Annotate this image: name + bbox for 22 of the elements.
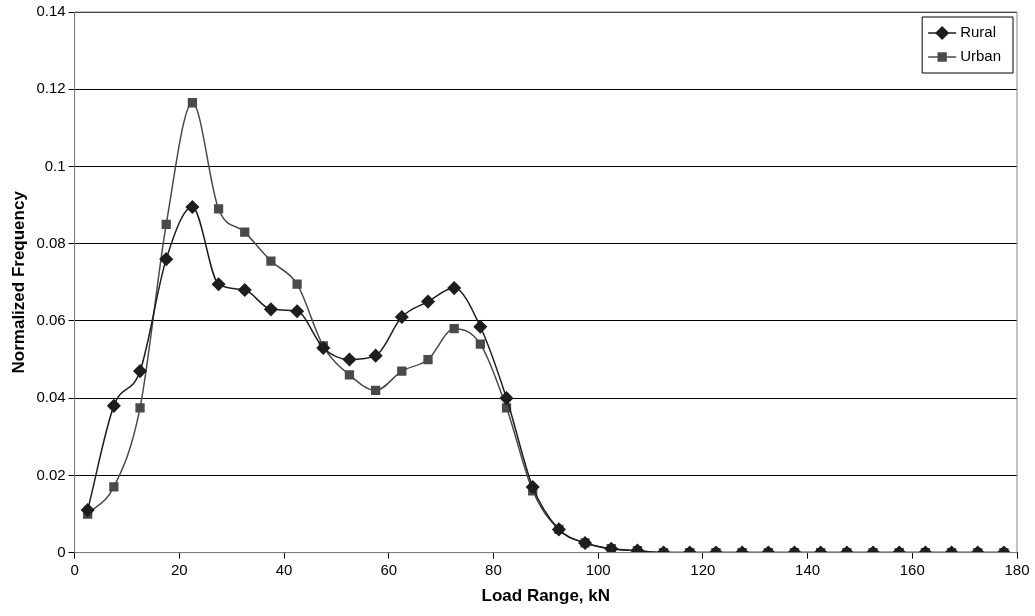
y-axis-title: Normalized Frequency bbox=[8, 190, 28, 374]
x-tick-label: 40 bbox=[275, 560, 293, 578]
y-tick-label: 0.14 bbox=[36, 2, 66, 20]
x-axis-title: Load Range, kN bbox=[481, 586, 611, 606]
y-tick-label: 0.06 bbox=[36, 311, 66, 329]
x-tick-label: 0 bbox=[70, 560, 79, 578]
legend-label: Rural bbox=[960, 23, 996, 41]
legend-label: Urban bbox=[960, 47, 1001, 65]
x-tick-label: 20 bbox=[170, 560, 188, 578]
x-tick-label: 180 bbox=[1004, 560, 1030, 578]
y-tick-label: 0.08 bbox=[36, 233, 66, 251]
y-tick-label: 0.02 bbox=[36, 465, 66, 483]
y-tick-label: 0.04 bbox=[36, 388, 66, 406]
y-tick-label: 0.12 bbox=[36, 79, 66, 97]
x-tick-label: 140 bbox=[795, 560, 821, 578]
x-tick-label: 80 bbox=[485, 560, 502, 578]
y-tick-label: 0 bbox=[57, 542, 66, 560]
y-tick-label: 0.1 bbox=[44, 156, 66, 174]
x-tick-label: 120 bbox=[690, 560, 716, 578]
x-tick-label: 100 bbox=[585, 560, 611, 578]
x-tick-label: 60 bbox=[380, 560, 398, 578]
x-tick-label: 160 bbox=[899, 560, 925, 578]
